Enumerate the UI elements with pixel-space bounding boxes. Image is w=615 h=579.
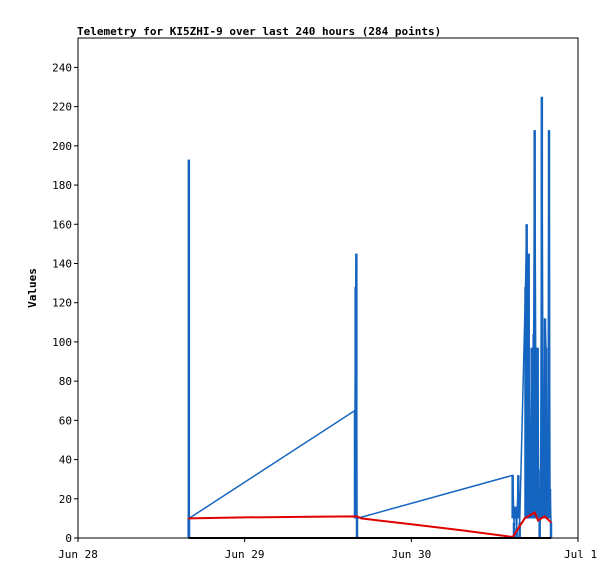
y-tick-label: 60: [59, 414, 72, 427]
series-1: [187, 511, 552, 539]
series-line: [188, 511, 552, 539]
y-tick-label: 160: [52, 218, 72, 231]
y-axis: 0 20 40 60 80 100 120 140 160 180 200 220 240: [52, 61, 78, 545]
x-tick-label: Jun 29: [225, 548, 265, 561]
data-point: [243, 516, 246, 519]
data-point: [543, 515, 546, 518]
series-0: [187, 96, 553, 538]
y-tick-label: 20: [59, 493, 72, 506]
y-tick-label: 40: [59, 454, 72, 467]
y-tick-label: 80: [59, 375, 72, 388]
x-tick-label: Jun 30: [391, 548, 431, 561]
data-point: [533, 511, 536, 514]
data-point: [310, 516, 313, 518]
data-point: [410, 523, 413, 526]
data-point: [550, 521, 552, 524]
x-tick-label: Jun 28: [58, 548, 98, 561]
series-line: [187, 96, 552, 529]
x-axis: Jun 28 Jun 29 Jun 30 Jul 1: [58, 538, 597, 561]
y-tick-label: 100: [52, 336, 72, 349]
data-point: [187, 537, 190, 539]
data-point: [523, 517, 526, 520]
x-tick-label: Jul 1: [564, 548, 597, 561]
y-tick-label: 240: [52, 61, 72, 74]
plot-area: [77, 37, 579, 539]
series-layer: [187, 96, 553, 539]
y-tick-label: 180: [52, 179, 72, 192]
plot-border: [77, 37, 579, 539]
y-axis-label: Values: [26, 268, 39, 308]
y-tick-label: 220: [52, 101, 72, 114]
series-2: [187, 537, 552, 539]
data-point: [356, 515, 358, 518]
y-tick-label: 140: [52, 257, 72, 270]
data-point: [187, 517, 190, 520]
y-tick-label: 200: [52, 140, 72, 153]
data-point: [550, 537, 552, 539]
y-tick-label: 120: [52, 297, 72, 310]
chart-title: Telemetry for KI5ZHI-9 over last 240 hou…: [77, 25, 441, 38]
data-point: [537, 519, 539, 522]
y-tick-label: 0: [65, 532, 72, 545]
data-point: [360, 517, 363, 520]
data-point: [460, 529, 463, 531]
